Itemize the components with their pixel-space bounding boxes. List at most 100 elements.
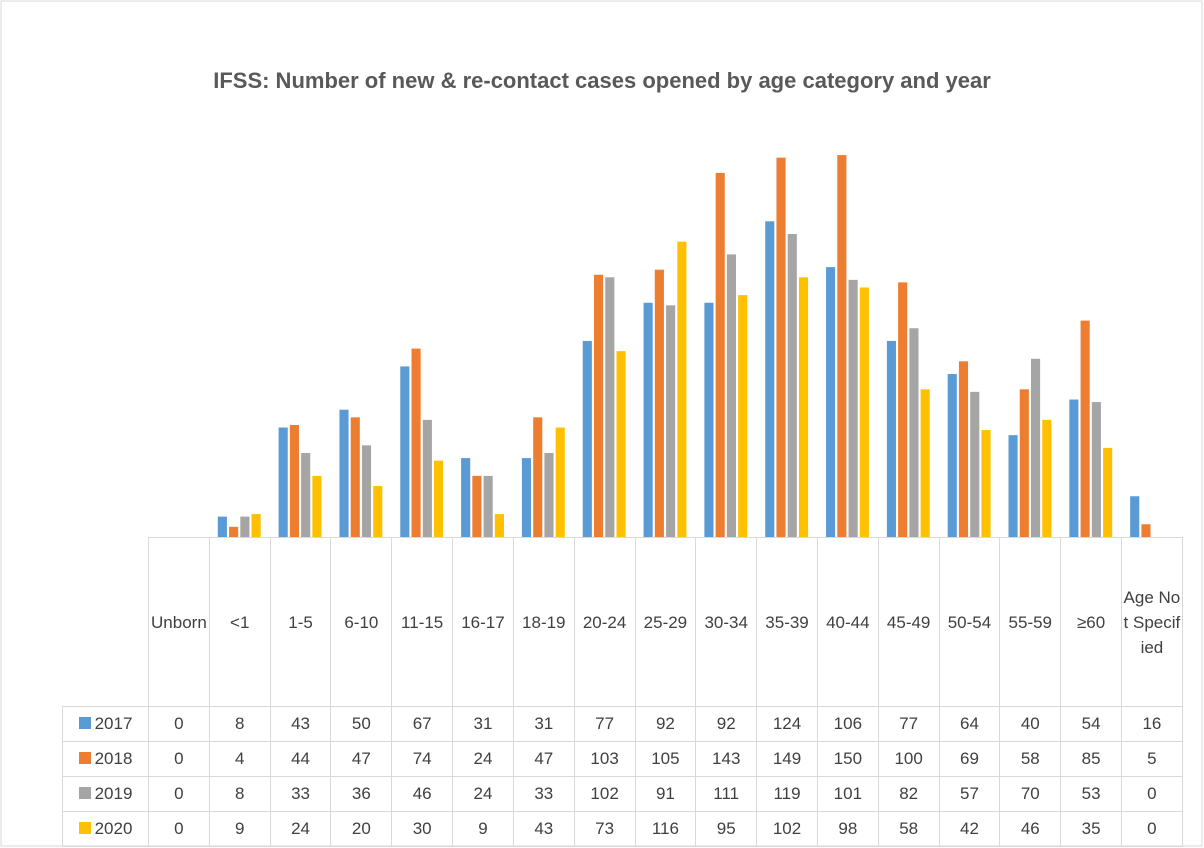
category-label: 35-39 [756,537,818,707]
value-cell: 143 [695,741,758,777]
bar [654,269,664,537]
bar [909,328,919,537]
value-cell: 92 [634,706,697,742]
value-cell: 42 [938,811,1001,847]
value-cell: 44 [269,741,332,777]
value-cell: 91 [634,776,697,812]
bar [544,452,554,537]
value-cell: 0 [148,706,210,742]
bar [1091,402,1101,537]
bar [605,277,615,537]
bar [715,172,725,537]
value-cell: 73 [573,811,636,847]
value-cell: 82 [877,776,940,812]
bar [472,475,482,537]
value-cell: 36 [330,776,393,812]
category-label: 6-10 [330,537,393,707]
bar [970,391,980,537]
bar [1130,496,1140,537]
bar [837,155,847,537]
bar [582,340,592,537]
bar [555,427,565,537]
bar [1042,419,1052,537]
category-label: ≥60 [1060,537,1122,707]
value-cell: 5 [1121,741,1183,777]
category-label: 40-44 [816,537,879,707]
bar [461,458,471,537]
bar [361,445,372,537]
bar [920,389,930,537]
bar [704,302,714,537]
value-cell: 9 [452,811,514,847]
value-cell: 53 [1060,776,1122,812]
value-cell: 24 [269,811,332,847]
category-label: 30-34 [695,537,758,707]
value-cell: 74 [391,741,454,777]
bar [1008,435,1018,537]
bar [593,274,604,537]
value-cell: 101 [816,776,879,812]
value-cell: 47 [330,741,393,777]
value-cell: 77 [877,706,940,742]
value-cell: 43 [512,811,575,847]
bar [251,514,261,537]
bar [240,516,250,537]
value-cell: 43 [269,706,332,742]
legend-cell: 2017 [62,706,149,742]
value-cell: 35 [1060,811,1122,847]
value-cell: 67 [391,706,454,742]
value-cell: 58 [999,741,1062,777]
value-cell: 20 [330,811,393,847]
category-label: 1-5 [269,537,332,707]
value-cell: 8 [208,706,271,742]
bar [1031,358,1041,537]
category-label: 11-15 [391,537,454,707]
legend-cell: 2018 [62,741,149,777]
bar [616,351,626,537]
bar [229,526,239,537]
value-cell: 0 [1121,811,1183,847]
value-cell: 57 [938,776,1001,812]
bar [666,305,676,537]
legend-swatch [78,822,91,834]
category-label: 20-24 [573,537,636,707]
category-label: 18-19 [512,537,575,707]
bar [533,417,543,537]
bar [787,234,797,538]
category-label: 55-59 [999,537,1062,707]
value-cell: 100 [877,741,940,777]
table-corner [62,537,149,707]
bar [400,366,410,537]
bar [289,424,299,537]
value-cell: 4 [208,741,271,777]
bar [886,340,896,537]
value-cell: 69 [938,741,1001,777]
value-cell: 95 [695,811,758,847]
bar [411,348,421,537]
legend-label: 2018 [94,749,133,768]
category-label: Age Not Specified [1121,537,1183,707]
legend-swatch [78,787,91,799]
category-label: 45-49 [877,537,940,707]
value-cell: 33 [269,776,332,812]
value-cell: 0 [148,811,210,847]
value-cell: 103 [573,741,636,777]
value-cell: 50 [330,706,393,742]
bar [776,157,786,537]
bar [765,221,775,537]
data-table: Unborn <1 1-5 6-10 11-15 16-17 18-19 20-24 25-29… [62,537,1183,847]
value-cell: 102 [573,776,636,812]
legend-label: 2019 [94,784,133,803]
value-cell: 8 [208,776,271,812]
bar [373,486,383,537]
value-cell: 70 [999,776,1062,812]
bar [494,514,504,537]
bar [434,460,444,537]
bar [1103,447,1113,537]
value-cell: 106 [816,706,879,742]
legend-cell: 2020 [62,811,149,847]
value-cell: 64 [938,706,1001,742]
table-row: 2017 0 8 43 50 67 31 31 77 92 92 124 106 77 64 40 54 16 [62,706,1183,742]
value-cell: 150 [816,741,879,777]
